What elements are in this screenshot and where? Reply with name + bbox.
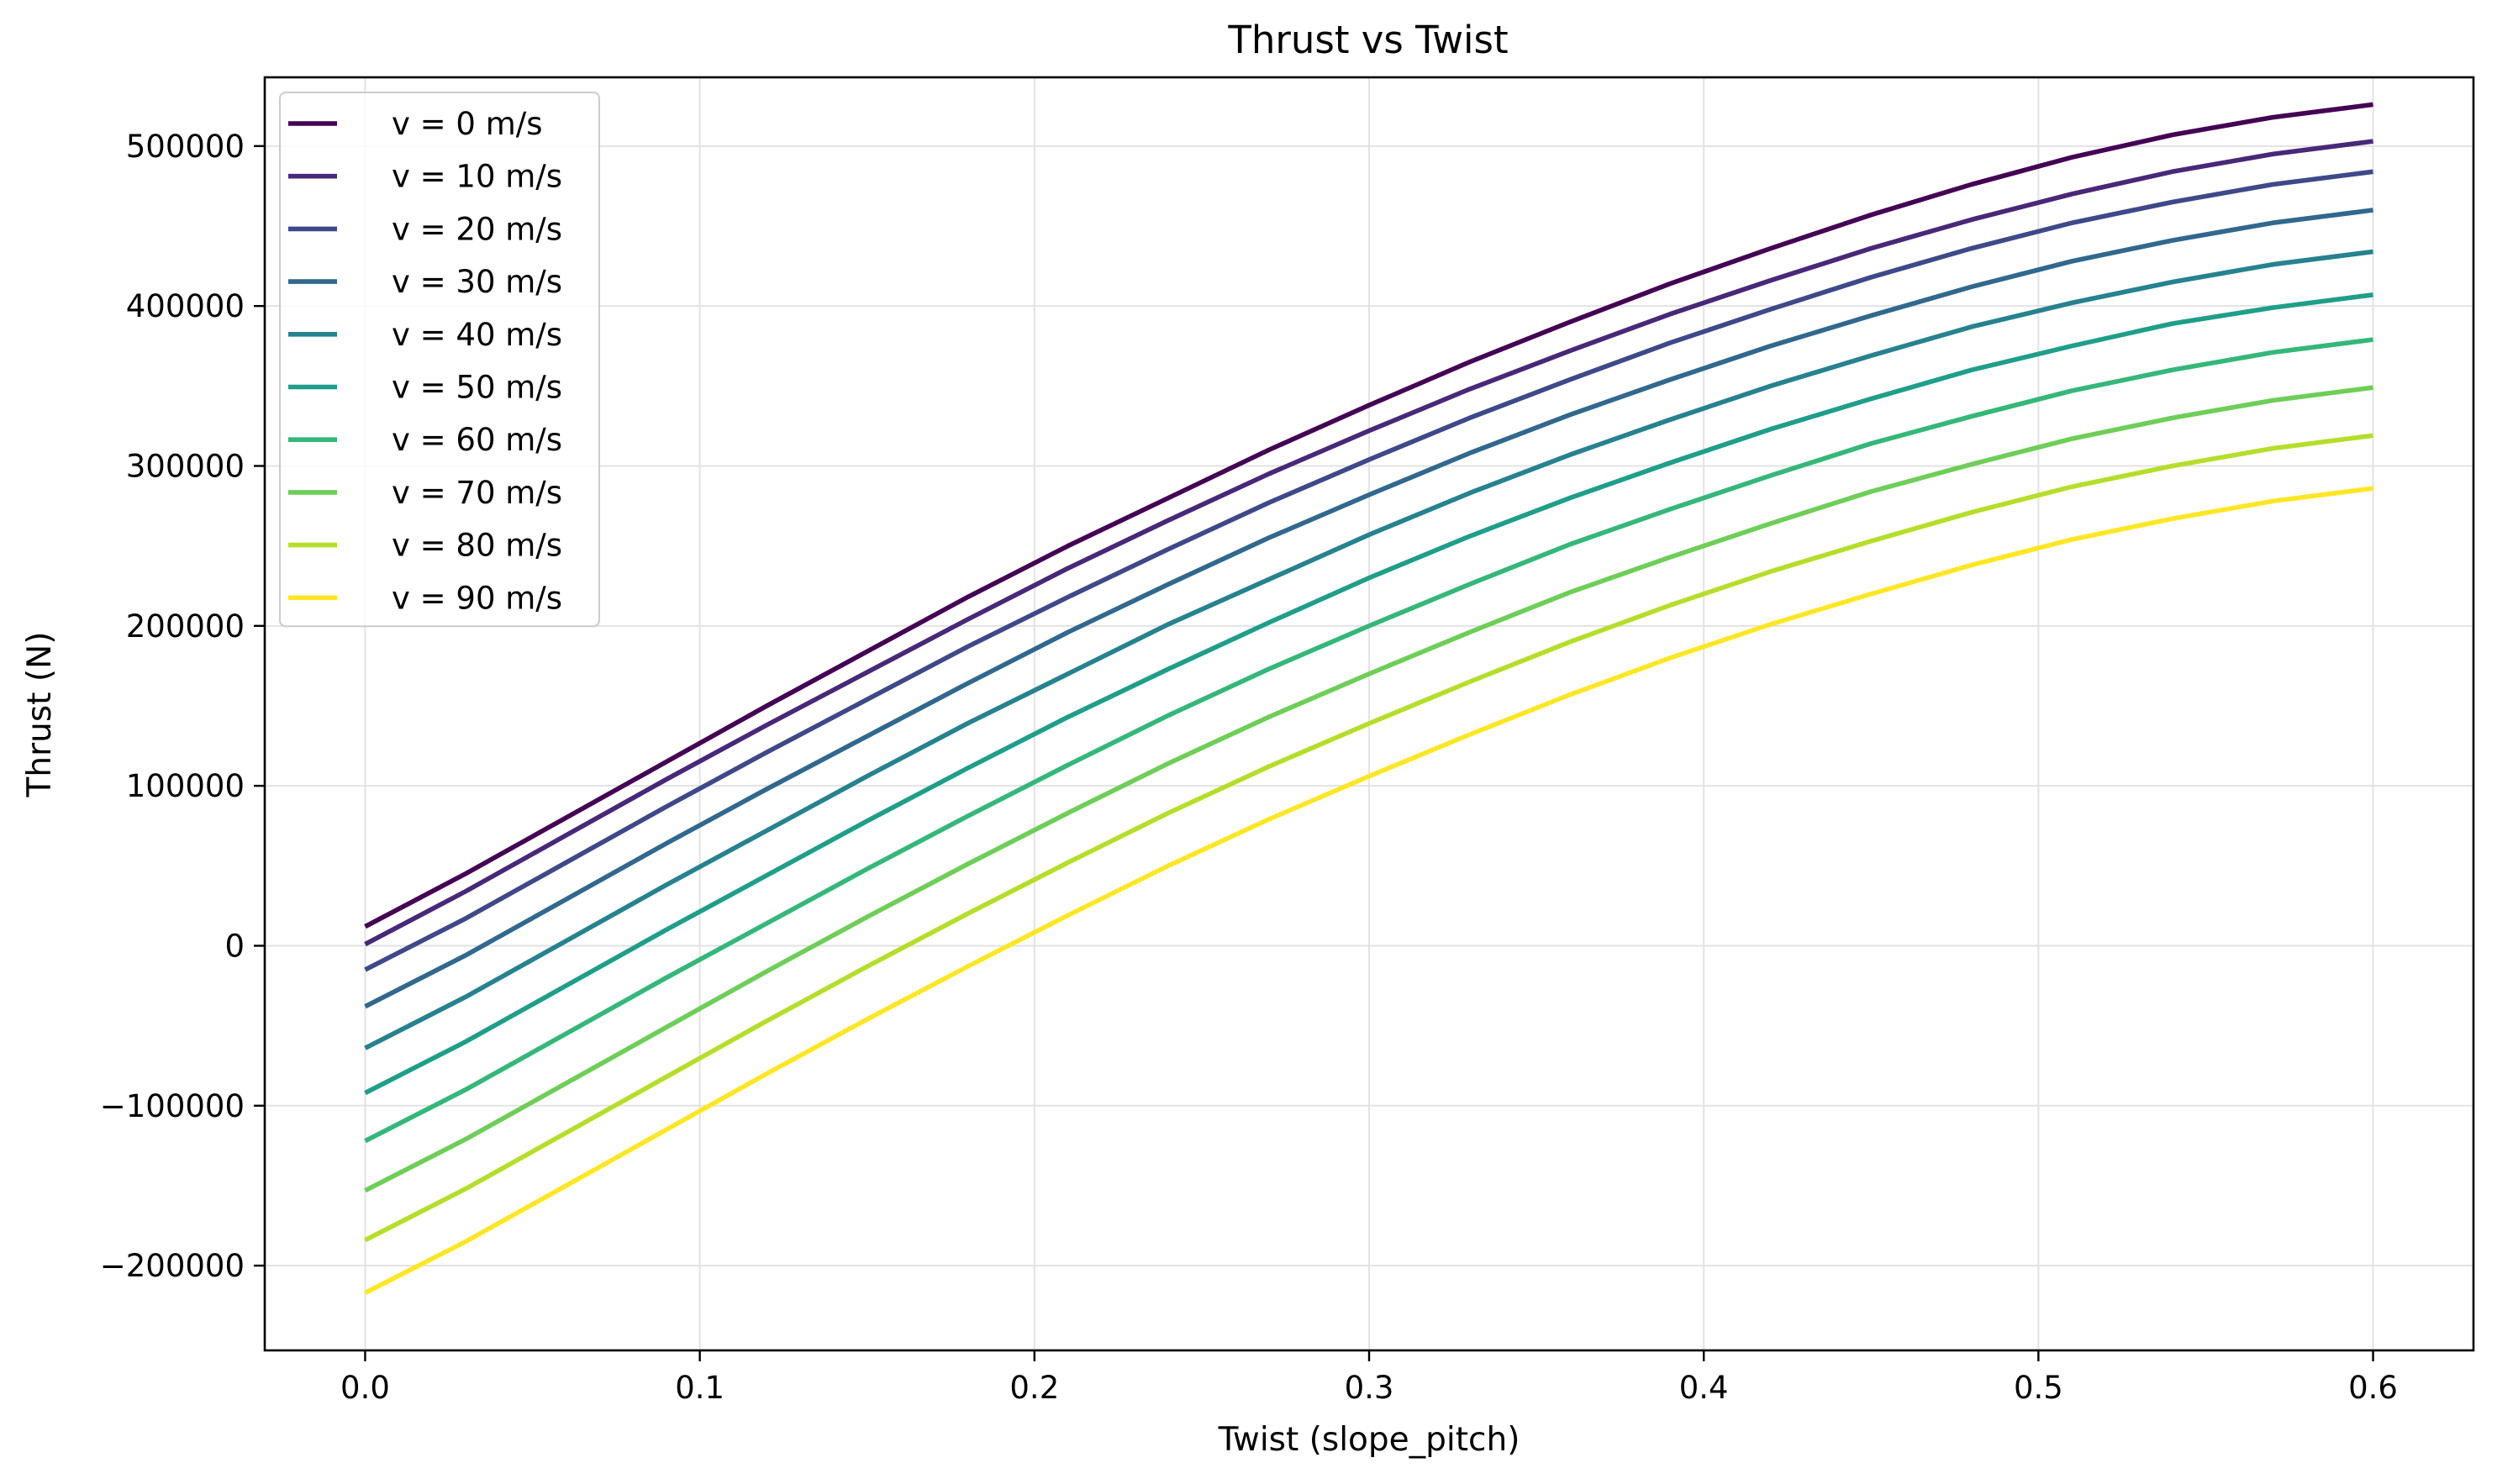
series-line	[364, 102, 2373, 929]
y-axis-ticks: −200000 −100000 0 100000 200000 300000 400000 5…	[100, 129, 265, 1284]
legend-label: v = 10 m/s	[392, 159, 562, 195]
series-line	[364, 169, 2373, 972]
x-axis-label: Twist (slope_pitch)	[1218, 1421, 1520, 1459]
series-lines	[364, 102, 2373, 1295]
y-tick-label: −100000	[100, 1088, 245, 1124]
grid	[265, 77, 2473, 1350]
legend-box	[279, 92, 600, 628]
series-line	[364, 433, 2373, 1243]
legend-label: v = 50 m/s	[392, 370, 562, 406]
legend-label: v = 0 m/s	[392, 106, 543, 142]
y-tick-label: 100000	[126, 768, 245, 804]
x-axis-ticks: 0.0 0.1 0.2 0.3 0.4 0.5 0.6	[340, 1350, 2398, 1406]
y-tick-label: 300000	[126, 448, 245, 484]
x-tick-label: 0.5	[2014, 1370, 2063, 1406]
series-line	[364, 292, 2373, 1096]
x-tick-label: 0.2	[1009, 1370, 1059, 1406]
legend-label: v = 60 m/s	[392, 422, 562, 458]
series-line	[364, 139, 2373, 947]
x-tick-label: 0.4	[1679, 1370, 1729, 1406]
x-tick-label: 0.1	[675, 1370, 724, 1406]
y-tick-label: 0	[224, 928, 245, 964]
legend-label: v = 90 m/s	[392, 580, 562, 616]
series-line	[364, 249, 2373, 1050]
series-line	[364, 208, 2373, 1009]
legend-label: v = 80 m/s	[392, 528, 562, 564]
y-axis-label: Thrust (N)	[21, 632, 59, 798]
y-tick-label: 500000	[126, 129, 245, 165]
y-tick-label: −200000	[100, 1248, 245, 1284]
series-line	[364, 385, 2373, 1193]
series-line	[364, 486, 2373, 1295]
legend-label: v = 40 m/s	[392, 317, 562, 353]
x-tick-label: 0.3	[1345, 1370, 1394, 1406]
legend: v = 0 m/s v = 10 m/s v = 20 m/s v = 30 m/s v…	[279, 92, 600, 628]
legend-label: v = 70 m/s	[392, 475, 562, 511]
y-tick-label: 400000	[126, 288, 245, 324]
x-tick-label: 0.6	[2348, 1370, 2398, 1406]
legend-label: v = 20 m/s	[392, 211, 562, 247]
y-tick-label: 200000	[126, 608, 245, 645]
series-line	[364, 337, 2373, 1144]
chart-title: Thrust vs Twist	[1227, 18, 1508, 62]
legend-label: v = 30 m/s	[392, 264, 562, 300]
x-tick-label: 0.0	[340, 1370, 390, 1406]
